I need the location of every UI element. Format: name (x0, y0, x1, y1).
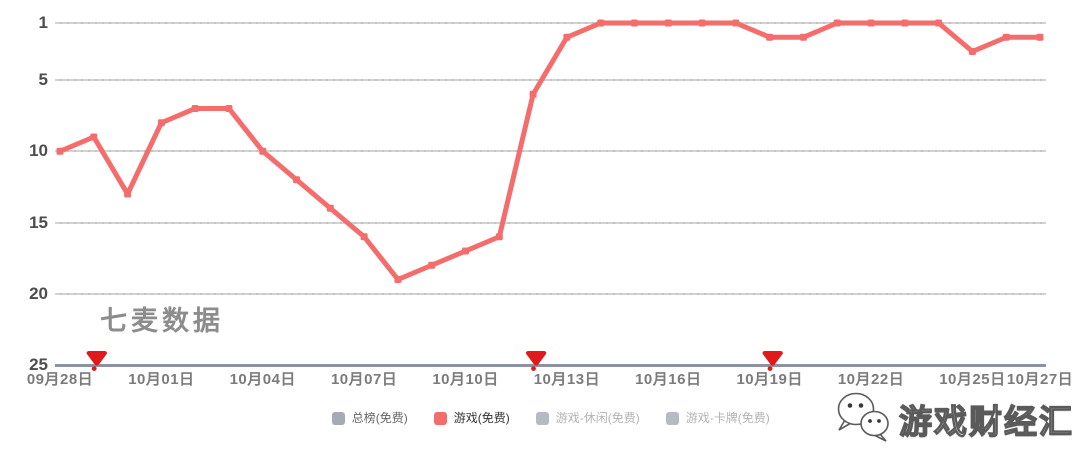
data-point-marker[interactable] (630, 19, 638, 27)
legend-item-游戏(免费)[interactable]: 游戏(免费) (433, 411, 510, 425)
legend-item-游戏-卡牌(免费)[interactable]: 游戏-卡牌(免费) (665, 411, 770, 425)
data-point-marker[interactable] (698, 19, 706, 27)
data-point-marker[interactable] (462, 247, 470, 255)
watermark: 七麦数据 (100, 306, 224, 336)
data-point-marker[interactable] (394, 276, 402, 283)
x-tick-label: 10月25日 (939, 371, 1006, 388)
data-point-marker[interactable] (259, 147, 267, 155)
x-tick-label: 10月27日 (1006, 371, 1074, 388)
legend-swatch (665, 411, 679, 425)
legend-swatch (433, 411, 447, 425)
x-tick-label: 10月04日 (229, 371, 296, 388)
series-line[interactable] (57, 20, 1043, 282)
data-point-marker[interactable] (529, 90, 537, 98)
chart-legend: 总榜(免费) 游戏(免费) 游戏-休闲(免费) 游戏-卡牌(免费) (331, 411, 770, 425)
brand-badge: 游戏财经汇 (835, 392, 1074, 446)
gridline-rank-5 (55, 79, 1046, 81)
data-point-marker[interactable] (90, 133, 98, 141)
x-tick-label: 10月19日 (736, 371, 803, 388)
data-point-marker[interactable] (901, 19, 909, 27)
data-point-marker[interactable] (360, 233, 368, 241)
gridline-rank-1 (55, 22, 1046, 24)
gridline-rank-15 (55, 221, 1046, 224)
y-tick-label: 10 (29, 141, 48, 161)
legend-label: 游戏-卡牌(免费) (685, 411, 770, 425)
data-point-marker[interactable] (597, 19, 605, 27)
data-point-marker[interactable] (326, 204, 334, 212)
x-tick-label: 10月01日 (128, 371, 195, 388)
event-pin-icon[interactable] (762, 351, 783, 371)
x-tick-label: 10月10日 (432, 371, 499, 388)
legend-item-总榜(免费)[interactable]: 总榜(免费) (331, 411, 408, 425)
data-point-marker[interactable] (732, 19, 740, 27)
data-point-marker[interactable] (968, 48, 976, 55)
data-point-marker[interactable] (799, 33, 807, 41)
legend-swatch (535, 411, 549, 425)
legend-item-游戏-休闲(免费)[interactable]: 游戏-休闲(免费) (535, 411, 640, 425)
legend-label: 总榜(免费) (351, 411, 408, 425)
event-pin-icon[interactable] (525, 351, 547, 371)
data-point-marker[interactable] (225, 105, 233, 112)
wechat-logo-icon (837, 392, 889, 442)
gridline-rank-10 (55, 150, 1046, 153)
data-point-marker[interactable] (766, 33, 774, 41)
data-point-marker[interactable] (1002, 33, 1010, 41)
event-pin-icon[interactable] (86, 351, 107, 371)
brand-name: 游戏财经汇 (898, 402, 1074, 440)
data-point-marker[interactable] (664, 19, 672, 27)
legend-label: 游戏(免费) (453, 411, 510, 425)
data-point-marker[interactable] (56, 147, 64, 155)
data-point-marker[interactable] (935, 19, 943, 27)
x-tick-label: 09月28日 (26, 371, 94, 388)
data-point-marker[interactable] (833, 19, 841, 27)
data-point-marker[interactable] (191, 105, 199, 112)
data-point-marker[interactable] (563, 33, 571, 41)
series-游戏(免费)[interactable] (56, 19, 1044, 284)
legend-swatch (331, 411, 345, 425)
gridline-rank-20 (55, 292, 1046, 295)
data-point-marker[interactable] (1036, 33, 1044, 41)
x-tick-label: 10月13日 (533, 371, 601, 388)
x-tick-label: 10月07日 (330, 371, 398, 388)
data-point-marker[interactable] (495, 233, 503, 241)
x-axis-line (55, 364, 1046, 367)
x-tick-label: 10月22日 (837, 371, 905, 388)
data-point-marker[interactable] (293, 176, 301, 184)
y-tick-label: 5 (38, 70, 48, 89)
x-tick-label: 10月16日 (635, 371, 702, 388)
y-tick-label: 15 (29, 212, 48, 232)
data-point-marker[interactable] (867, 19, 875, 27)
data-point-marker[interactable] (124, 190, 132, 198)
legend-label: 游戏-休闲(免费) (555, 411, 640, 425)
data-point-marker[interactable] (157, 119, 165, 127)
y-tick-label: 20 (29, 283, 48, 303)
data-point-marker[interactable] (428, 261, 436, 269)
y-tick-label: 25 (29, 355, 48, 374)
y-tick-label: 1 (38, 13, 48, 32)
